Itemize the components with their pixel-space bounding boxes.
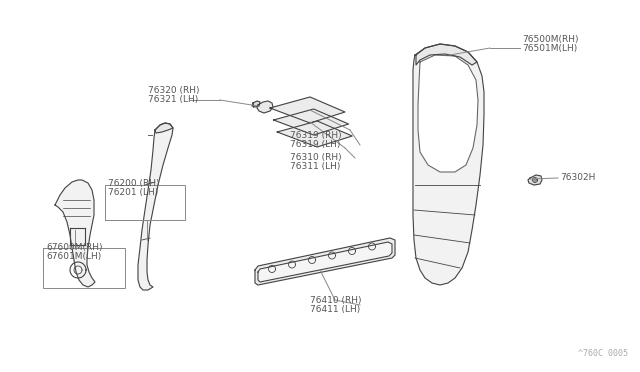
Text: 76500M(RH): 76500M(RH): [522, 35, 579, 44]
Text: 76320 (RH): 76320 (RH): [148, 86, 200, 95]
Bar: [105, 185, 185, 220]
Polygon shape: [528, 175, 542, 185]
Text: 76411 (LH): 76411 (LH): [310, 305, 360, 314]
Polygon shape: [252, 101, 260, 107]
Text: 76310 (RH): 76310 (RH): [290, 153, 342, 162]
Text: 76410 (RH): 76410 (RH): [310, 296, 362, 305]
Polygon shape: [277, 121, 352, 147]
Polygon shape: [418, 55, 478, 172]
Polygon shape: [413, 44, 484, 285]
Polygon shape: [270, 97, 345, 123]
Polygon shape: [274, 109, 349, 135]
Text: 76319 (RH): 76319 (RH): [290, 131, 342, 140]
Polygon shape: [155, 123, 173, 133]
Polygon shape: [55, 180, 95, 287]
Polygon shape: [138, 123, 173, 290]
Text: ^760C 0005: ^760C 0005: [578, 349, 628, 358]
Polygon shape: [258, 242, 392, 282]
Text: 76319 (LH): 76319 (LH): [290, 140, 340, 149]
Text: 76201 (LH): 76201 (LH): [108, 188, 158, 197]
Polygon shape: [257, 101, 273, 113]
Text: 67600M(RH): 67600M(RH): [46, 243, 102, 252]
Polygon shape: [255, 238, 395, 285]
Polygon shape: [416, 44, 477, 65]
Text: 67601M(LH): 67601M(LH): [46, 252, 101, 261]
Text: 76501M(LH): 76501M(LH): [522, 44, 577, 53]
Text: 76321 (LH): 76321 (LH): [148, 95, 198, 104]
Bar: [43, 248, 125, 288]
Text: 76302H: 76302H: [560, 173, 595, 183]
Text: 76311 (LH): 76311 (LH): [290, 162, 340, 171]
Text: 76200 (RH): 76200 (RH): [108, 179, 159, 188]
